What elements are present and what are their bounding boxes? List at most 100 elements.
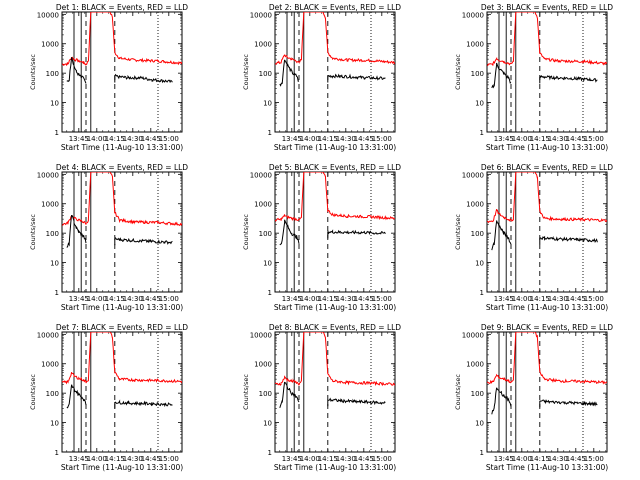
series-events-line-pre [66, 384, 87, 409]
series-lld-line [487, 12, 607, 67]
panel-title: Det 6: BLACK = Events, RED = LLD [481, 163, 613, 172]
series-lld-line [487, 172, 607, 224]
panel-title: Det 8: BLACK = Events, RED = LLD [269, 323, 401, 332]
plot-frame [61, 171, 183, 293]
y-tick-label: 10 [263, 100, 272, 108]
series-group [487, 172, 607, 251]
y-tick-label: 100 [259, 70, 272, 78]
x-tick-label: 14:45 [141, 455, 161, 463]
y-tick-label: 10000 [462, 171, 484, 179]
y-tick-label: 100 [471, 230, 484, 238]
y-tick-label: 1 [480, 129, 484, 137]
y-tick-label: 1000 [41, 201, 59, 209]
x-tick-label: 13:45 [69, 295, 89, 303]
plot-frame [486, 171, 608, 293]
x-tick-label: 14:45 [354, 135, 374, 143]
y-tick-label: 10 [50, 420, 59, 428]
y-tick-label: 100 [46, 390, 59, 398]
y-tick-label: 1000 [466, 41, 484, 49]
x-axis-label: Start Time (11-Aug-10 13:31:00) [274, 463, 396, 472]
x-tick-label: 14:00 [87, 135, 107, 143]
x-tick-label: 14:30 [548, 295, 568, 303]
y-tick-label: 1000 [254, 361, 272, 369]
x-tick-label: 14:15 [318, 295, 338, 303]
y-tick-label: 10000 [250, 11, 272, 19]
x-tick-label: 14:30 [123, 455, 143, 463]
x-axis-label: Start Time (11-Aug-10 13:31:00) [61, 303, 183, 312]
x-tick-label: 14:15 [318, 135, 338, 143]
x-tick-label: 14:30 [548, 455, 568, 463]
panel-title: Det 3: BLACK = Events, RED = LLD [481, 3, 613, 12]
y-axis-label: Counts/sec [454, 214, 462, 250]
x-tick-label: 14:00 [512, 135, 532, 143]
x-tick-label: 15:00 [584, 455, 604, 463]
x-axis-label: Start Time (11-Aug-10 13:31:00) [274, 143, 396, 152]
y-tick-label: 10000 [250, 171, 272, 179]
y-tick-label: 1 [480, 449, 484, 457]
x-tick-label: 14:45 [141, 295, 161, 303]
x-axis-label: Start Time (11-Aug-10 13:31:00) [486, 463, 608, 472]
y-tick-label: 1000 [466, 201, 484, 209]
x-tick-label: 14:45 [566, 455, 586, 463]
x-tick-label: 14:00 [87, 455, 107, 463]
x-tick-label: 14:30 [123, 135, 143, 143]
x-tick-label: 15:00 [159, 295, 179, 303]
x-tick-label: 15:00 [372, 135, 392, 143]
y-tick-label: 1 [55, 289, 59, 297]
series-group [487, 12, 607, 89]
x-tick-label: 14:15 [105, 135, 125, 143]
plot-frame [486, 331, 608, 453]
plot-frame [486, 11, 608, 133]
y-tick-label: 1000 [41, 41, 59, 49]
series-lld-line [487, 332, 607, 385]
panel-det-2: Det 2: BLACK = Events, RED = LLD 1 10 100 10… [242, 3, 401, 152]
y-tick-label: 1000 [254, 41, 272, 49]
plot-frame [274, 11, 396, 133]
x-tick-label: 14:15 [530, 455, 550, 463]
y-tick-label: 10 [475, 260, 484, 268]
x-tick-label: 14:15 [105, 295, 125, 303]
y-axis-label: Counts/sec [29, 374, 37, 410]
panel-det-7: Det 7: BLACK = Events, RED = LLD 1 10 100 10… [29, 323, 188, 472]
series-events-line-post [539, 74, 598, 83]
series-events-line-pre [491, 387, 512, 415]
x-axis-label: Start Time (11-Aug-10 13:31:00) [61, 463, 183, 472]
series-events-line-pre [279, 219, 300, 246]
x-axis-label: Start Time (11-Aug-10 13:31:00) [486, 303, 608, 312]
series-group [275, 332, 395, 409]
panel-title: Det 5: BLACK = Events, RED = LLD [269, 163, 401, 172]
panel-det-9: Det 9: BLACK = Events, RED = LLD 1 10 100 10… [454, 323, 613, 472]
y-tick-label: 10 [475, 420, 484, 428]
y-tick-label: 10 [50, 100, 59, 108]
y-tick-label: 1 [268, 449, 272, 457]
y-tick-label: 1000 [466, 361, 484, 369]
y-tick-label: 1 [268, 129, 272, 137]
panel-det-5: Det 5: BLACK = Events, RED = LLD 1 10 100 10… [242, 163, 401, 312]
panel-det-8: Det 8: BLACK = Events, RED = LLD 1 10 100 10… [242, 323, 401, 472]
series-group [62, 172, 182, 248]
y-tick-label: 10000 [37, 171, 59, 179]
y-tick-label: 10 [263, 260, 272, 268]
y-tick-label: 1 [480, 289, 484, 297]
x-tick-label: 14:30 [548, 135, 568, 143]
x-tick-label: 15:00 [159, 455, 179, 463]
y-tick-label: 10000 [37, 11, 59, 19]
y-axis-label: Counts/sec [242, 214, 250, 250]
series-lld-line [62, 332, 182, 385]
series-lld-line [62, 172, 182, 227]
panel-title: Det 1: BLACK = Events, RED = LLD [56, 3, 188, 12]
x-tick-label: 15:00 [159, 135, 179, 143]
y-axis-label: Counts/sec [29, 54, 37, 90]
series-events-line-post [327, 73, 386, 81]
x-tick-label: 13:45 [282, 135, 302, 143]
series-events-line-post [114, 73, 173, 84]
x-tick-label: 14:15 [530, 295, 550, 303]
y-tick-label: 100 [471, 70, 484, 78]
x-tick-label: 14:00 [87, 295, 107, 303]
y-axis-label: Counts/sec [454, 54, 462, 90]
x-tick-label: 14:30 [336, 455, 356, 463]
x-tick-label: 14:00 [300, 455, 320, 463]
x-tick-label: 13:45 [494, 295, 514, 303]
x-axis-label: Start Time (11-Aug-10 13:31:00) [274, 303, 396, 312]
